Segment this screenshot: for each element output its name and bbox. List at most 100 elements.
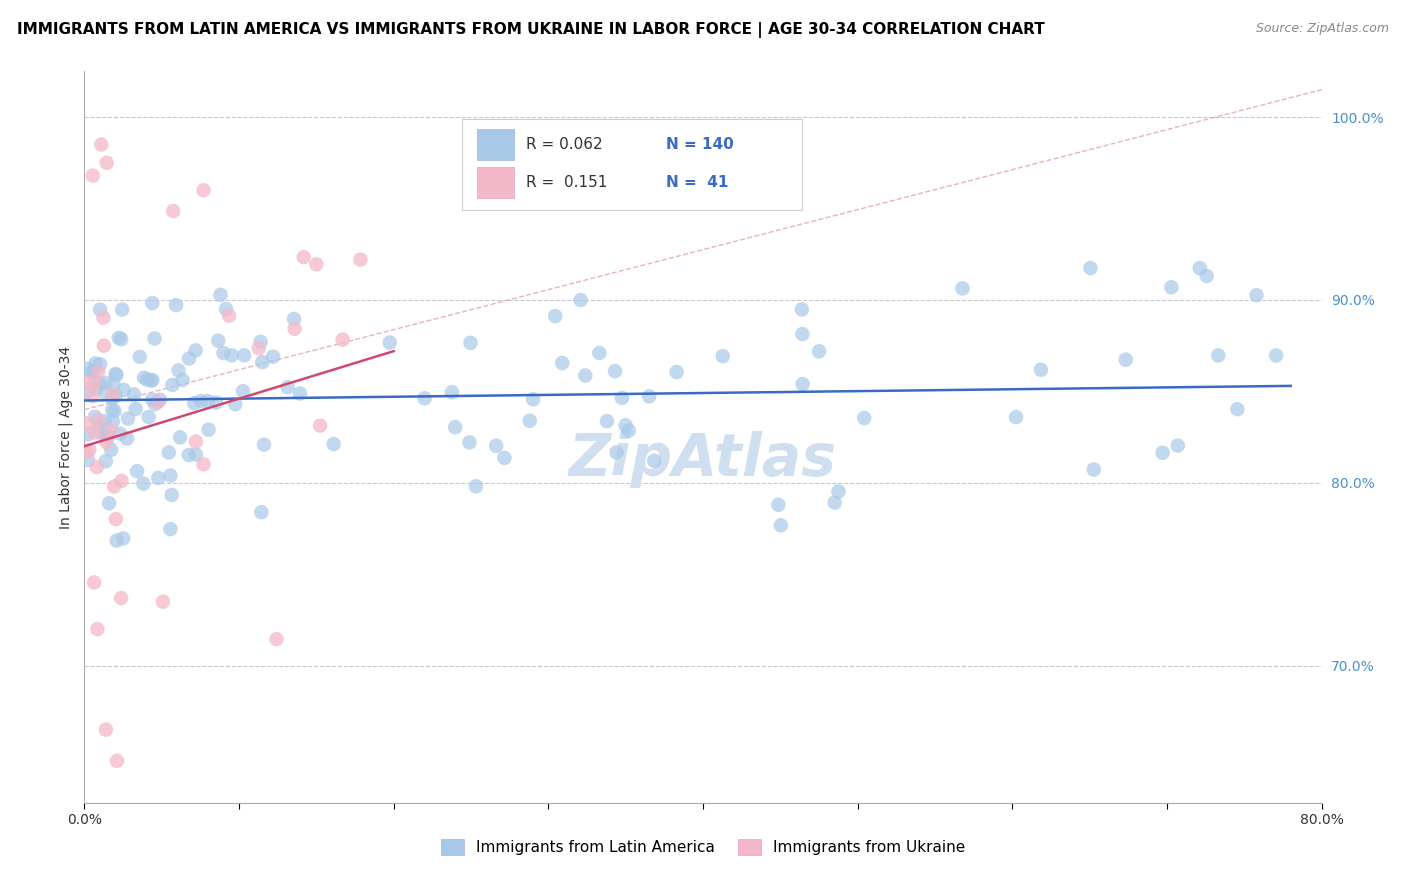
Point bbox=[292, 250, 315, 264]
Point bbox=[249, 334, 271, 349]
Text: R =  0.151: R = 0.151 bbox=[526, 175, 607, 190]
Point bbox=[84, 409, 107, 424]
Point bbox=[322, 437, 344, 451]
Point bbox=[138, 410, 160, 425]
Point bbox=[141, 296, 163, 310]
Point bbox=[824, 495, 846, 509]
Point bbox=[87, 419, 110, 434]
Point bbox=[494, 450, 516, 465]
Point bbox=[247, 342, 270, 356]
Point bbox=[643, 454, 665, 468]
Point bbox=[93, 338, 115, 352]
Point bbox=[596, 414, 619, 428]
Point bbox=[458, 435, 481, 450]
Point bbox=[1152, 446, 1174, 460]
Point bbox=[1188, 261, 1211, 276]
Point bbox=[1167, 439, 1189, 453]
Point bbox=[569, 293, 592, 307]
Point bbox=[107, 331, 129, 345]
Point bbox=[86, 382, 108, 396]
Point bbox=[90, 137, 112, 152]
Point bbox=[209, 287, 232, 301]
Bar bbox=[477, 129, 513, 160]
Point bbox=[283, 312, 305, 326]
Point bbox=[207, 334, 229, 348]
Point bbox=[1226, 402, 1249, 417]
Point bbox=[184, 343, 207, 358]
Point bbox=[103, 377, 125, 392]
Point bbox=[159, 468, 181, 483]
Point bbox=[378, 335, 401, 350]
Point bbox=[94, 386, 117, 401]
Point bbox=[159, 522, 181, 536]
Point bbox=[184, 447, 207, 461]
Point bbox=[1080, 260, 1102, 275]
Text: ZipAtlas: ZipAtlas bbox=[569, 431, 837, 488]
Point bbox=[544, 309, 567, 323]
Point bbox=[77, 453, 100, 467]
Point bbox=[101, 415, 124, 429]
Point bbox=[93, 310, 115, 325]
Point bbox=[75, 386, 97, 401]
Point bbox=[853, 411, 876, 425]
Point bbox=[110, 332, 132, 346]
Text: N =  41: N = 41 bbox=[666, 175, 728, 190]
Text: IMMIGRANTS FROM LATIN AMERICA VS IMMIGRANTS FROM UKRAINE IN LABOR FORCE | AGE 30: IMMIGRANTS FROM LATIN AMERICA VS IMMIGRA… bbox=[17, 22, 1045, 38]
Point bbox=[83, 365, 105, 379]
Point bbox=[83, 376, 105, 391]
Point bbox=[82, 169, 104, 183]
Point bbox=[112, 532, 135, 546]
Point bbox=[177, 351, 200, 366]
Point bbox=[197, 423, 219, 437]
Point bbox=[94, 376, 117, 390]
Point bbox=[205, 395, 228, 409]
Point bbox=[277, 380, 299, 394]
Point bbox=[94, 723, 117, 737]
Point bbox=[97, 428, 120, 442]
Point bbox=[111, 302, 134, 317]
Point bbox=[90, 425, 112, 440]
Point bbox=[519, 414, 541, 428]
Point bbox=[82, 389, 104, 403]
Point bbox=[197, 394, 219, 409]
Point bbox=[86, 622, 108, 636]
Point bbox=[193, 183, 215, 197]
Point bbox=[93, 414, 115, 428]
Point bbox=[413, 392, 436, 406]
Point bbox=[105, 533, 128, 548]
Point bbox=[152, 594, 174, 608]
Point bbox=[485, 439, 508, 453]
Point bbox=[87, 365, 110, 379]
Point bbox=[266, 632, 288, 647]
Point bbox=[665, 365, 688, 379]
Point bbox=[711, 349, 734, 363]
Point bbox=[96, 155, 118, 169]
Point bbox=[606, 445, 628, 459]
Point bbox=[124, 401, 146, 416]
Point bbox=[253, 438, 276, 452]
Point bbox=[101, 391, 124, 405]
Point bbox=[603, 364, 626, 378]
Point bbox=[104, 512, 127, 526]
Point bbox=[117, 411, 139, 425]
Point bbox=[136, 373, 159, 387]
Point bbox=[769, 518, 792, 533]
Point bbox=[1005, 410, 1028, 425]
Point bbox=[1206, 348, 1229, 362]
Legend: Immigrants from Latin America, Immigrants from Ukraine: Immigrants from Latin America, Immigrant… bbox=[434, 833, 972, 861]
Point bbox=[143, 331, 166, 345]
Point bbox=[172, 373, 194, 387]
Bar bbox=[477, 167, 513, 198]
Point bbox=[1195, 268, 1218, 283]
Point bbox=[104, 367, 127, 381]
Point bbox=[465, 479, 488, 493]
Point bbox=[139, 374, 162, 388]
Point bbox=[104, 389, 127, 403]
Point bbox=[252, 355, 274, 369]
Point bbox=[617, 424, 640, 438]
Point bbox=[551, 356, 574, 370]
Point bbox=[790, 302, 813, 317]
Point bbox=[193, 458, 215, 472]
Text: Source: ZipAtlas.com: Source: ZipAtlas.com bbox=[1256, 22, 1389, 36]
Point bbox=[112, 383, 135, 397]
